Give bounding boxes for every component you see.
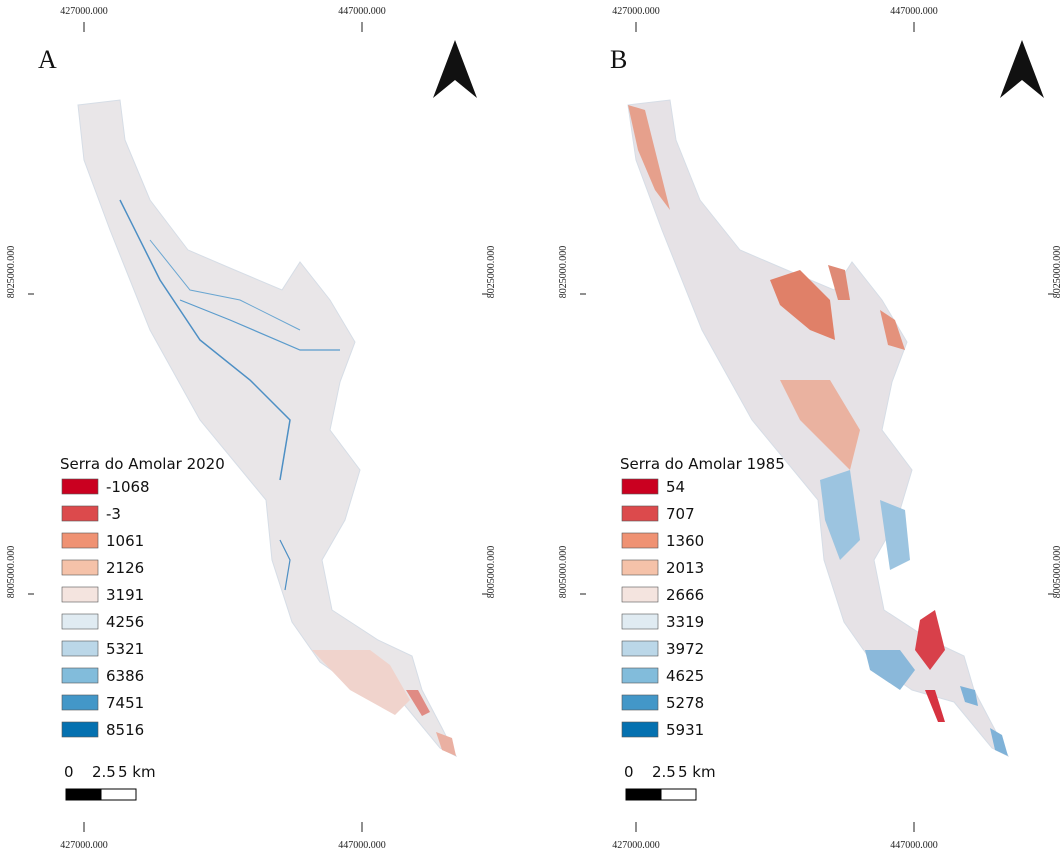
legend-swatch	[622, 479, 658, 494]
legend-label: 5931	[666, 721, 704, 739]
scale-label: 2.5	[92, 763, 116, 781]
x-coord-bottom: 447000.000	[338, 840, 386, 851]
scale-bar-black	[66, 789, 101, 800]
legend-label: 4625	[666, 667, 704, 685]
legend-swatch	[622, 641, 658, 656]
x-coord-top: 427000.000	[60, 6, 108, 17]
y-coord-right: 8025000.000	[1052, 246, 1062, 299]
legend-swatch	[622, 587, 658, 602]
legend-swatch	[622, 722, 658, 737]
legend-swatch	[62, 533, 98, 548]
legend-label: 4256	[106, 613, 144, 631]
legend-swatch	[62, 641, 98, 656]
y-coord-left: 8005000.000	[558, 546, 569, 599]
legend-swatch	[622, 533, 658, 548]
legend-swatch	[62, 587, 98, 602]
y-coord-right: 8025000.000	[486, 246, 497, 299]
scale-label: 5 km	[678, 763, 716, 781]
legend-swatch	[62, 614, 98, 629]
scale-bar-black	[626, 789, 661, 800]
y-coord-right: 8005000.000	[1052, 546, 1062, 599]
legend-label: 3972	[666, 640, 704, 658]
legend-swatch	[622, 560, 658, 575]
legend-label: 2126	[106, 559, 144, 577]
legend-label: 2666	[666, 586, 704, 604]
y-coord-left: 8025000.000	[6, 246, 17, 299]
legend-swatch	[622, 614, 658, 629]
legend-swatch	[62, 506, 98, 521]
legend-label: 2013	[666, 559, 704, 577]
legend-label: 54	[666, 478, 685, 496]
y-coord-left: 8025000.000	[558, 246, 569, 299]
legend-label: -1068	[106, 478, 150, 496]
legend-label: 5321	[106, 640, 144, 658]
panel-letter: A	[38, 45, 57, 74]
legend-label: -3	[106, 505, 121, 523]
scale-label: 0	[64, 763, 74, 781]
legend-label: 6386	[106, 667, 144, 685]
legend-label: 8516	[106, 721, 144, 739]
y-coord-right: 8005000.000	[486, 546, 497, 599]
legend-label: 7451	[106, 694, 144, 712]
legend-swatch	[62, 668, 98, 683]
x-coord-top: 447000.000	[890, 6, 938, 17]
x-coord-bottom: 447000.000	[890, 840, 938, 851]
x-coord-bottom: 427000.000	[612, 840, 660, 851]
scale-bar-white	[101, 789, 136, 800]
legend-label: 5278	[666, 694, 704, 712]
legend-swatch	[622, 668, 658, 683]
panel-letter: B	[610, 45, 627, 74]
legend-label: 3319	[666, 613, 704, 631]
legend-title: Serra do Amolar 1985	[620, 455, 785, 473]
legend-swatch	[62, 479, 98, 494]
legend-label: 3191	[106, 586, 144, 604]
legend-title: Serra do Amolar 2020	[60, 455, 225, 473]
legend-swatch	[622, 695, 658, 710]
x-coord-bottom: 427000.000	[60, 840, 108, 851]
x-coord-top: 447000.000	[338, 6, 386, 17]
scale-label: 0	[624, 763, 634, 781]
legend-swatch	[622, 506, 658, 521]
legend-swatch	[62, 560, 98, 575]
legend-label: 1360	[666, 532, 704, 550]
background	[0, 0, 1062, 855]
scale-label: 2.5	[652, 763, 676, 781]
legend-label: 707	[666, 505, 695, 523]
legend-swatch	[62, 722, 98, 737]
legend-label: 1061	[106, 532, 144, 550]
x-coord-top: 427000.000	[612, 6, 660, 17]
map-figure: A 427000.000 427000.000 447000.000 447000.00…	[0, 0, 1062, 855]
legend-swatch	[62, 695, 98, 710]
y-coord-left: 8005000.000	[6, 546, 17, 599]
scale-label: 5 km	[118, 763, 156, 781]
scale-bar-white	[661, 789, 696, 800]
